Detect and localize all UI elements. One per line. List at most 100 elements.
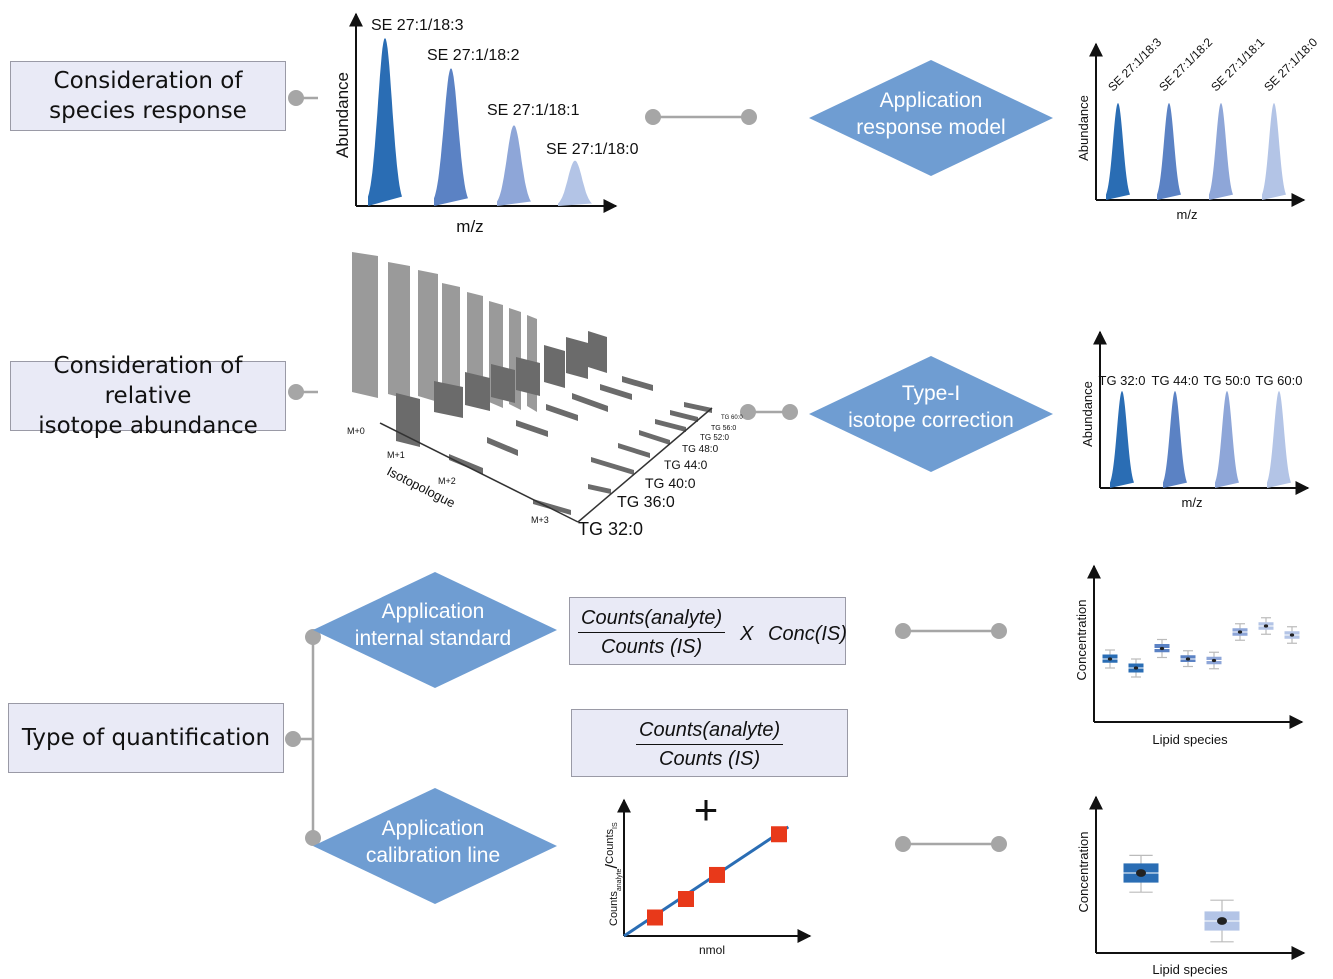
spectrum-top-peak [558,160,592,206]
spectrum-top-right-ylabel: Abundance [1076,95,1091,161]
spectrum-mid-right-xlabel: m/z [1182,495,1203,510]
isotope-species-label: TG 32:0 [578,519,643,539]
diamond-internal-standard-line2: internal standard [355,627,511,650]
isotope-bar-m1 [566,337,588,379]
formula-cal-numerator: Counts(analyte) [636,717,784,745]
calibration-ylabel-b: Counts [604,828,616,863]
isotope-species-label: TG 44:0 [664,458,708,472]
isotope-species-label: TG 40:0 [645,475,696,491]
calibration-ylabel-a: Counts [608,891,620,926]
box-mean-dot [1185,657,1191,661]
formula-is-denominator: Counts (IS) [601,636,703,658]
isotope-bar-m2 [449,454,483,474]
isotopologue-label: M+0 [347,426,365,436]
isotopologue-label: M+2 [438,476,456,486]
isotope-bar-m3 [588,484,611,494]
diamond-calibration-line: Application calibration line [313,788,557,904]
isotope-bar-m0 [418,270,438,402]
spectrum-top-peak [497,125,531,206]
box-isotope-abundance: Consideration of relative isotope abundan… [10,353,286,439]
isotope-bar-m2 [516,420,548,437]
isotope-bar-m1 [434,381,463,418]
box-plot-1-xlabel: Lipid species [1152,732,1228,747]
isotope-bar-m3 [670,410,698,422]
isotope-species-label: TG 52:0 [700,433,729,442]
spectrum-top: Abundance m/z SE 27:1/18:3SE 27:1/18:2SE… [333,12,639,236]
spectrum-top-peak-label: SE 27:1/18:0 [546,141,639,158]
box-plot-2-boxes [1123,854,1240,943]
spectrum-top-right-peak-label: SE 27:1/18:1 [1208,35,1267,94]
isotope-3d-axis-label: Isotopologue [384,463,457,510]
isotope-species-label: TG 48:0 [682,444,719,455]
box-mean-dot [1133,666,1139,670]
spectrum-mid-right-peak-label: TG 44:0 [1152,373,1199,388]
calibration-points [647,826,787,926]
calibration-ylabel-a-sub: analyte [616,868,623,891]
isotope-bar-m1 [588,331,607,373]
spectrum-mid-right-peak [1267,391,1291,488]
isotope-bar-m3 [684,402,712,413]
spectrum-mid-right-peak-label: TG 60:0 [1256,373,1303,388]
box-mean-dot [1107,657,1113,661]
spectrum-mid-right-peak-label: TG 32:0 [1099,373,1146,388]
spectrum-mid-right-peaks: TG 32:0 TG 44:0 TG 50:0 TG 60:0 [1099,373,1303,488]
plus-sign: + [694,786,719,833]
spectrum-mid-right-peak [1163,391,1187,488]
spectrum-mid-right-peak-label: TG 50:0 [1204,373,1251,388]
spectrum-top-right-peak [1106,103,1130,200]
box-species-response: Consideration of species response [10,61,286,131]
box-mean-dot [1136,869,1146,877]
isotope-bar-m0 [442,283,460,404]
isotope-bar-m3 [591,457,634,475]
box-mean-dot [1289,633,1295,637]
box-mean-dot [1237,630,1243,634]
isotope-species-label: TG 60:0 [721,415,743,421]
spectrum-top-right-peak [1157,103,1181,200]
isotope-bar-m0 [352,252,378,398]
spectrum-top-peak-label: SE 27:1/18:1 [487,102,580,119]
isotopologue-label: M+1 [387,450,405,460]
isotope-bar-m3 [639,430,670,445]
diamond-calibration-line-line2: calibration line [366,844,500,867]
spectrum-mid-right: Abundance m/z TG 32:0 TG 44:0 TG 50:0 TG 60… [1080,330,1310,510]
isotope-bar-m0 [388,262,410,400]
box-mean-dot [1263,624,1269,628]
diamond-response-model-line1: Application [880,89,983,112]
diamond-response-model: Application response model [809,60,1053,176]
formula-is-fraction: Counts(analyte) Counts (IS) [578,605,726,660]
box-species-response-line1: Consideration of [53,68,243,94]
box-plot-2: Concentration Lipid species [1076,795,1306,977]
spectrum-top-peak [434,68,468,206]
spectrum-top-right-xlabel: m/z [1177,207,1198,222]
box-type-of-quantification: Type of quantification [8,703,284,773]
isotope-bar-m3 [618,443,650,458]
spectrum-top-peaks: SE 27:1/18:3 SE 27:1/18:2 SE 27:1/18:1 SE 2… [368,17,639,206]
isotope-bar-m1 [491,364,515,403]
formula-is-factor: Conc(IS) [768,623,847,645]
diamond-isotope-correction-line2: isotope correction [848,409,1014,432]
spectrum-top-peak-label: SE 27:1/18:2 [427,47,520,64]
diamond-isotope-correction-line1: Type-I [902,382,960,405]
box-plot-2-xlabel: Lipid species [1152,962,1228,977]
formula-calibration: Counts(analyte) Counts (IS) [571,709,848,777]
calibration-point [709,866,725,883]
box-species-response-line2: species response [49,98,247,124]
formula-cal-denominator: Counts (IS) [659,748,761,770]
isotope-bar-m1 [465,372,490,411]
calibration-point [647,909,663,926]
calibration-xlabel: nmol [699,943,725,957]
spectrum-top-right-peak-label: SE 27:1/18:2 [1156,35,1215,94]
spectrum-top-right-peaks: SE 27:1/18:3SE 27:1/18:2SE 27:1/18:1SE 2… [1105,35,1320,200]
box-plot-1-ylabel: Concentration [1074,600,1089,681]
formula-cal-fraction: Counts(analyte) Counts (IS) [636,717,784,772]
diamond-response-model-line2: response model [856,116,1005,139]
diamond-isotope-correction: Type-I isotope correction [809,356,1053,472]
spectrum-mid-right-ylabel: Abundance [1080,381,1095,447]
formula-is-numerator: Counts(analyte) [578,605,726,633]
calibration-point [678,891,694,907]
formula-internal-standard: Counts(analyte) Counts (IS) X Conc(IS) [569,597,847,665]
spectrum-top-right-peak [1209,103,1233,200]
isotope-bar-m1 [544,345,565,388]
isotope-bar-m2 [546,404,578,421]
